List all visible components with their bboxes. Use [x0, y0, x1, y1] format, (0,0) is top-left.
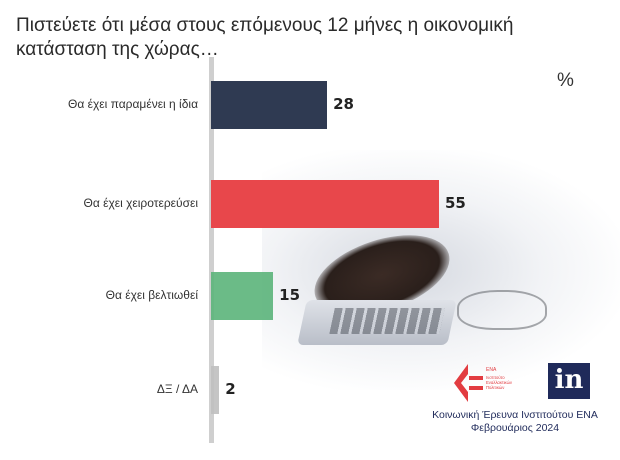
ena-logo-line: Πολιτικών	[486, 385, 504, 390]
value-label: 28	[333, 95, 354, 113]
in-logo: in	[548, 363, 590, 399]
value-label: 2	[225, 380, 236, 398]
category-label: Θα έχει χειροτερεύσει	[83, 196, 199, 210]
bar	[211, 81, 328, 129]
category-label: ΔΞ / ΔΑ	[156, 382, 198, 396]
ena-logo-line: Εναλλακτικών	[486, 380, 512, 385]
category-label: Θα έχει βελτιωθεί	[105, 288, 198, 302]
category-label: Θα έχει παραμένει η ίδια	[68, 97, 198, 111]
source-note: Κοινωνική Έρευνα Ινστιτούτου ΕΝΑ Φεβρουά…	[420, 409, 610, 435]
ena-logo-line: ΕΝΑ	[486, 367, 497, 373]
calculator-keys	[329, 308, 445, 334]
bar	[211, 366, 220, 414]
value-label: 15	[279, 286, 301, 304]
bar	[211, 180, 439, 228]
unit-label: %	[557, 70, 574, 91]
category-axis	[209, 57, 214, 443]
value-label: 55	[445, 194, 466, 212]
ena-logo-line: Ινστιτούτο	[486, 375, 505, 380]
source-line-1: Κοινωνική Έρευνα Ινστιτούτου ΕΝΑ	[432, 409, 598, 421]
bar	[211, 272, 274, 320]
source-line-2: Φεβρουάριος 2024	[470, 422, 560, 434]
ena-logo: ΕΝΑ Ινστιτούτο Εναλλακτικών Πολιτικών	[454, 364, 512, 402]
glasses-shape	[457, 290, 547, 330]
chart-title: Πιστεύετε ότι μέσα στους επόμενους 12 μή…	[16, 15, 514, 60]
